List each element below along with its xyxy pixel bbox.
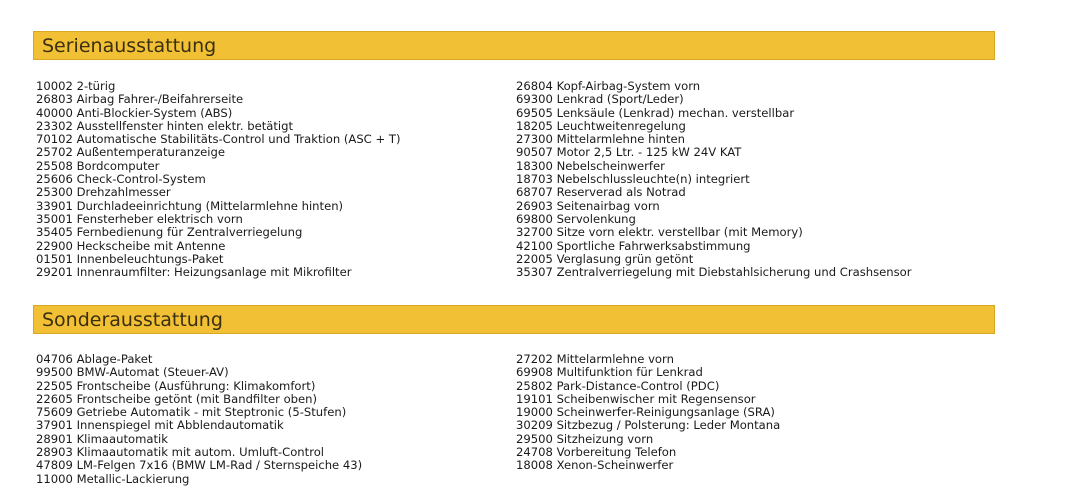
equipment-item: 30209 Sitzbezug / Polsterung: Leder Mont… bbox=[516, 418, 781, 433]
equipment-item: 25702 Außentemperaturanzeige bbox=[36, 145, 226, 160]
equipment-item: 18008 Xenon-Scheinwerfer bbox=[516, 458, 674, 473]
equipment-item: 19000 Scheinwerfer-Reinigungsanlage (SRA… bbox=[516, 405, 775, 420]
equipment-item: 04706 Ablage-Paket bbox=[36, 352, 153, 366]
equipment-item: 11000 Metallic-Lackierung bbox=[36, 471, 190, 486]
equipment-item: 28901 Klimaautomatik bbox=[36, 431, 168, 446]
equipment-item: 18300 Nebelscheinwerfer bbox=[516, 158, 665, 173]
equipment-item: 28903 Klimaautomatik mit autom. Umluft-C… bbox=[36, 445, 325, 460]
equipment-item: 32700 Sitze vorn elektr. verstellbar (mi… bbox=[516, 225, 803, 240]
equipment-item: 69505 Lenksäule (Lenkrad) mechan. verste… bbox=[516, 105, 795, 120]
equipment-item: 25802 Park-Distance-Control (PDC) bbox=[516, 378, 720, 393]
equipment-item: 47809 LM-Felgen 7x16 (BMW LM-Rad / Stern… bbox=[36, 458, 363, 473]
equipment-item: 22005 Verglasung grün getönt bbox=[516, 251, 694, 266]
equipment-item: 68707 Reserverad als Notrad bbox=[516, 185, 686, 200]
equipment-item: 70102 Automatische Stabilitäts-Control u… bbox=[36, 132, 401, 147]
equipment-item: 18205 Leuchtweitenregelung bbox=[516, 118, 686, 133]
equipment-item: 35405 Fernbedienung für Zentralverriegel… bbox=[36, 225, 303, 240]
equipment-item: 19101 Scheibenwischer mit Regensensor bbox=[516, 391, 756, 406]
equipment-item: 69300 Lenkrad (Sport/Leder) bbox=[516, 92, 684, 107]
equipment-item: 40000 Anti-Blockier-System (ABS) bbox=[36, 105, 233, 120]
equipment-item: 90507 Motor 2,5 Ltr. - 125 kW 24V KAT bbox=[516, 145, 742, 160]
equipment-item: 23302 Ausstellfenster hinten elektr. bet… bbox=[36, 118, 294, 133]
equipment-item: 75609 Getriebe Automatik - mit Steptroni… bbox=[36, 405, 347, 420]
equipment-item: 42100 Sportliche Fahrwerksabstimmung bbox=[516, 238, 751, 253]
equipment-item: 22900 Heckscheibe mit Antenne bbox=[36, 238, 226, 253]
equipment-item: 27202 Mittelarmlehne vorn bbox=[516, 352, 674, 366]
equipment-item: 24708 Vorbereitung Telefon bbox=[516, 445, 677, 460]
equipment-item: 69908 Multifunktion für Lenkrad bbox=[516, 365, 703, 380]
equipment-item: 35307 Zentralverriegelung mit Diebstahls… bbox=[516, 265, 912, 280]
section-title: Sonderausstattung bbox=[42, 309, 223, 331]
section-header-serienausstattung: Serienausstattung bbox=[33, 31, 995, 60]
equipment-item: 25606 Check-Control-System bbox=[36, 172, 206, 187]
equipment-item: 29500 Sitzheizung vorn bbox=[516, 431, 654, 446]
section-title: Serienausstattung bbox=[42, 35, 217, 57]
equipment-item: 26804 Kopf-Airbag-System vorn bbox=[516, 79, 701, 93]
standard-equipment-list-right: 26804 Kopf-Airbag-System vorn 69300 Lenkr… bbox=[516, 79, 912, 280]
optional-equipment-list-left: 04706 Ablage-Paket 99500 BMW-Automat (Ste… bbox=[36, 352, 363, 486]
equipment-item: 29201 Innenraumfilter: Heizungsanlage mi… bbox=[36, 265, 352, 280]
equipment-item: 37901 Innenspiegel mit Abblendautomatik bbox=[36, 418, 284, 433]
equipment-item: 27300 Mittelarmlehne hinten bbox=[516, 132, 686, 147]
equipment-item: 22605 Frontscheibe getönt (mit Bandfilte… bbox=[36, 391, 318, 406]
equipment-item: 01501 Innenbeleuchtungs-Paket bbox=[36, 251, 224, 266]
equipment-item: 10002 2-türig bbox=[36, 79, 116, 93]
equipment-item: 25300 Drehzahlmesser bbox=[36, 185, 171, 200]
standard-equipment-list-left: 10002 2-türig 26803 Airbag Fahrer-/Beifah… bbox=[36, 79, 401, 280]
equipment-item: 69800 Servolenkung bbox=[516, 211, 636, 226]
equipment-item: 99500 BMW-Automat (Steuer-AV) bbox=[36, 365, 229, 380]
section-header-sonderausstattung: Sonderausstattung bbox=[33, 305, 995, 334]
equipment-item: 22505 Frontscheibe (Ausführung: Klimakom… bbox=[36, 378, 316, 393]
equipment-item: 35001 Fensterheber elektrisch vorn bbox=[36, 211, 243, 226]
equipment-item: 26903 Seitenairbag vorn bbox=[516, 198, 660, 213]
equipment-item: 26803 Airbag Fahrer-/Beifahrerseite bbox=[36, 92, 244, 107]
equipment-item: 18703 Nebelschlussleuchte(n) integriert bbox=[516, 172, 750, 187]
equipment-item: 33901 Durchladeeinrichtung (Mittelarmleh… bbox=[36, 198, 344, 213]
optional-equipment-list-right: 27202 Mittelarmlehne vorn 69908 Multifunk… bbox=[516, 352, 781, 473]
equipment-item: 25508 Bordcomputer bbox=[36, 158, 160, 173]
